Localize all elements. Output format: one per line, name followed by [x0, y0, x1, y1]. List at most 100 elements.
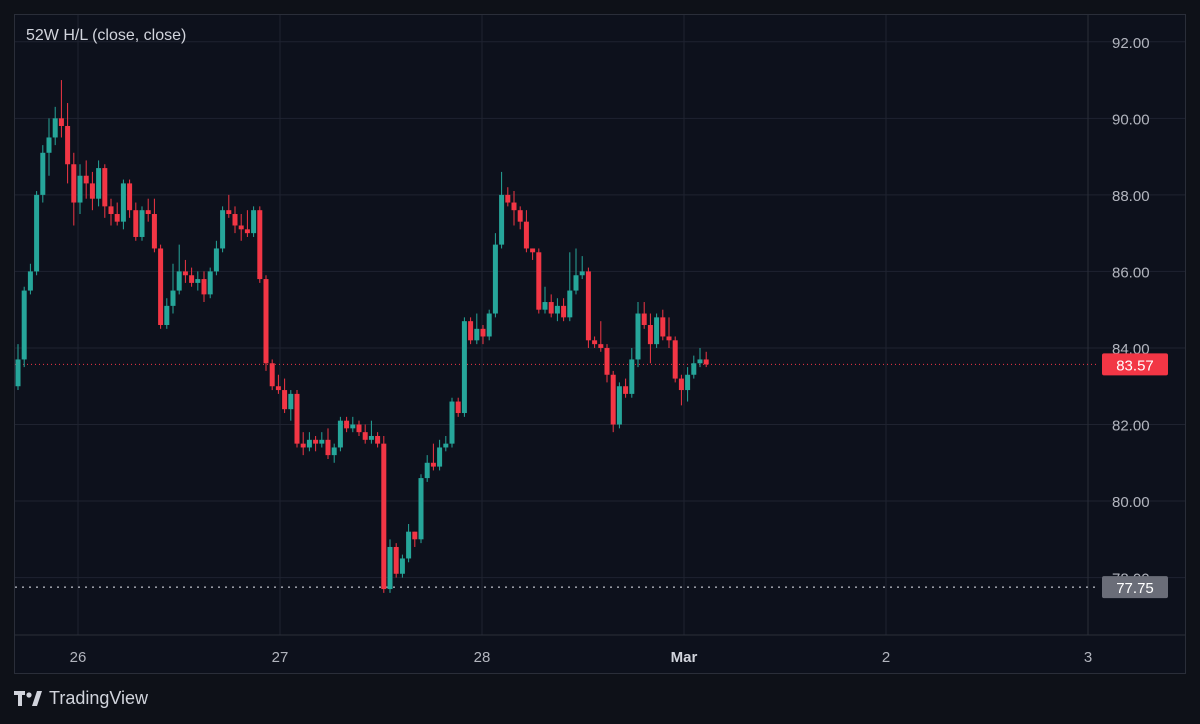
candle-body — [691, 363, 697, 375]
candle — [356, 420, 362, 436]
candle-body — [83, 175, 89, 184]
candle — [151, 198, 157, 253]
last-price-tag-label: 83.57 — [1116, 357, 1154, 374]
candle — [127, 179, 133, 218]
y-tick-label: 90.00 — [1112, 111, 1150, 128]
candle — [282, 378, 288, 414]
candle — [418, 474, 424, 544]
candle-body — [486, 313, 492, 337]
candle-body — [275, 386, 281, 391]
candle — [238, 214, 244, 241]
candle — [406, 524, 412, 563]
candle-body — [294, 393, 300, 444]
candle-body — [96, 168, 102, 199]
candle-body — [616, 386, 622, 425]
candle-body — [108, 206, 114, 215]
tradingview-brand[interactable]: TradingView — [14, 688, 148, 709]
candle-body — [282, 390, 288, 410]
candle-body — [189, 275, 195, 283]
candle — [368, 420, 374, 444]
candle — [319, 432, 325, 448]
candle-body — [381, 443, 387, 590]
candle-body — [356, 424, 362, 433]
candle-body — [15, 359, 21, 387]
candle — [585, 267, 591, 348]
candle-body — [114, 214, 120, 222]
candle-body — [430, 462, 436, 467]
candle-body — [567, 290, 573, 318]
candle-body — [393, 546, 399, 574]
candle — [244, 210, 250, 237]
candle — [114, 202, 120, 226]
candle-body — [461, 321, 467, 414]
candle — [77, 164, 83, 215]
candle — [629, 347, 635, 398]
candle — [158, 244, 164, 329]
candle-body — [511, 202, 517, 211]
candle — [697, 347, 703, 368]
chart-frame — [14, 14, 1186, 674]
candle-body — [244, 229, 250, 234]
candle-body — [523, 221, 529, 249]
candle-body — [672, 340, 678, 379]
candle-body — [158, 248, 164, 325]
candle — [344, 416, 350, 433]
candle — [492, 233, 498, 318]
candle — [561, 298, 567, 322]
candle — [474, 313, 480, 345]
candle-body — [480, 328, 486, 337]
candle — [71, 152, 77, 226]
candle — [331, 443, 337, 463]
candle-body — [561, 305, 567, 318]
candle-body — [313, 439, 319, 444]
candle — [598, 321, 604, 352]
candle — [387, 539, 393, 593]
candle-body — [52, 118, 58, 138]
x-tick-label: 26 — [70, 649, 87, 666]
candle — [455, 397, 461, 417]
candle — [393, 543, 399, 578]
candle — [647, 313, 653, 364]
candle — [523, 210, 529, 253]
tradingview-logo-icon — [14, 690, 42, 706]
legend-52w-hl: 52W H/L (close, close) — [26, 27, 187, 44]
candle — [269, 359, 275, 391]
candle-body — [375, 435, 381, 444]
candle-body — [331, 447, 337, 456]
candle — [424, 455, 430, 482]
low-52w-tag-label: 77.75 — [1116, 580, 1154, 597]
brand-name: TradingView — [49, 688, 149, 708]
candle-body — [176, 271, 182, 291]
candle-body — [517, 210, 523, 222]
candle — [375, 432, 381, 448]
grid-lines — [15, 15, 1185, 635]
candle-body — [647, 325, 653, 345]
candle-body — [319, 439, 325, 444]
candle-body — [678, 378, 684, 391]
candle — [288, 390, 294, 421]
candle-body — [554, 305, 560, 314]
candle-body — [368, 435, 374, 440]
candle-body — [418, 478, 424, 540]
last-price-tag: 83.57 — [1102, 353, 1168, 376]
y-tick-label: 86.00 — [1112, 264, 1150, 281]
x-tick-label: 3 — [1084, 649, 1092, 666]
candle — [430, 443, 436, 471]
candle-body — [40, 152, 46, 195]
candle — [437, 439, 443, 471]
candle — [592, 336, 598, 348]
candle — [350, 416, 356, 433]
candle — [337, 416, 343, 452]
candle-body — [102, 168, 108, 207]
candle — [486, 309, 492, 341]
candle — [641, 302, 647, 329]
candle-body — [238, 225, 244, 230]
candle-body — [213, 248, 219, 272]
candle-body — [71, 164, 77, 203]
candle-body — [362, 432, 368, 440]
candle-body — [257, 210, 263, 280]
candle — [89, 171, 95, 211]
candle-body — [207, 271, 213, 295]
candle — [120, 179, 126, 230]
